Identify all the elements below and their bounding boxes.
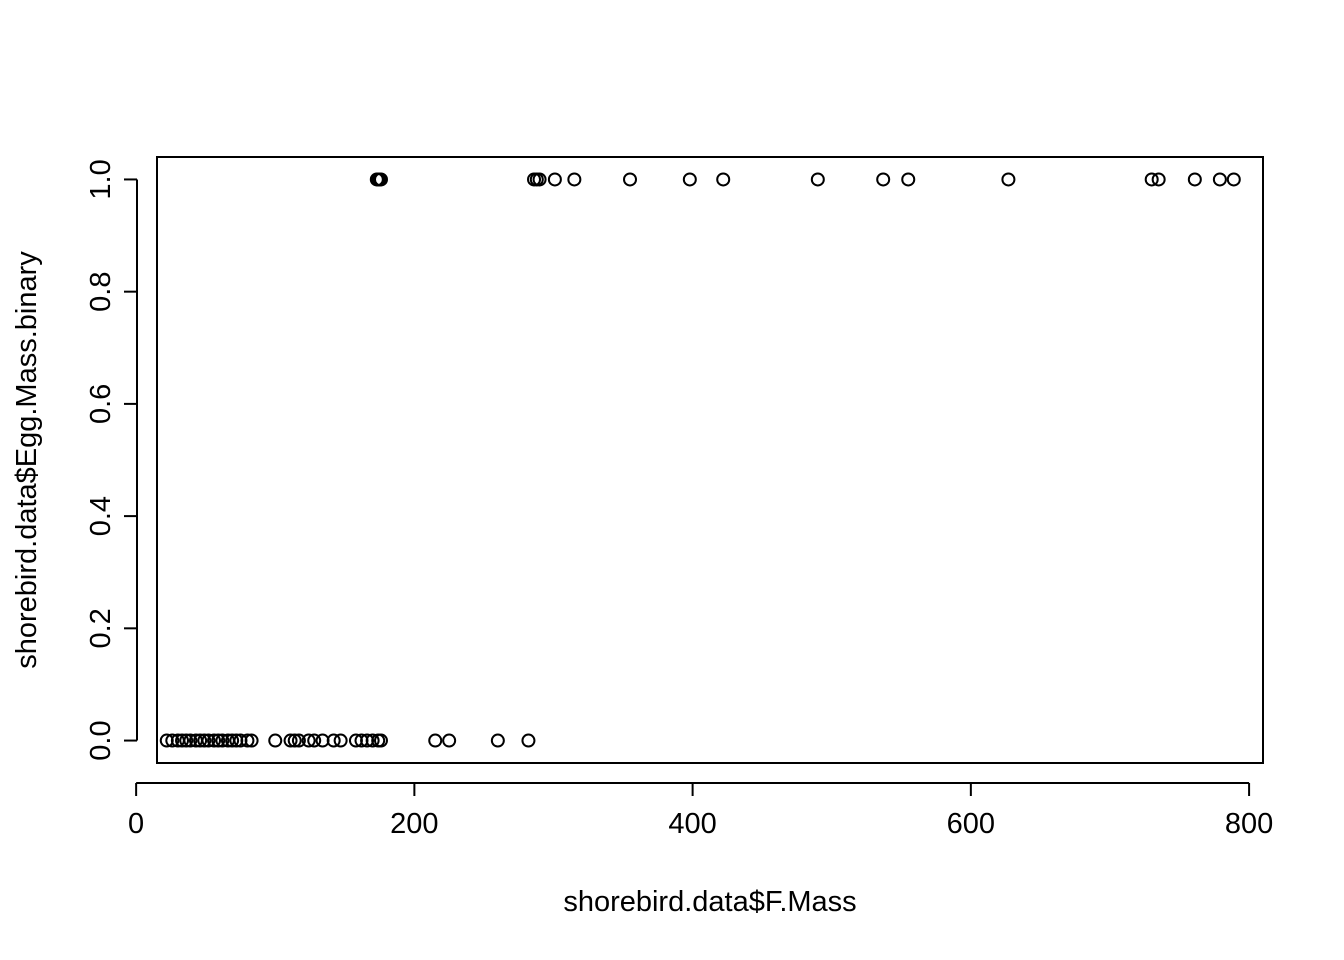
data-point xyxy=(240,733,255,748)
y-axis: 0.0 0.2 0.4 0.6 0.8 1.0 xyxy=(85,159,138,761)
data-point xyxy=(268,733,283,748)
data-point xyxy=(365,733,380,748)
data-point xyxy=(373,172,388,187)
data-point xyxy=(1151,172,1166,187)
data-point xyxy=(373,733,388,748)
data-point xyxy=(283,733,298,748)
data-points xyxy=(159,172,1241,748)
data-point xyxy=(215,733,230,748)
data-point xyxy=(197,733,212,748)
data-point xyxy=(287,733,302,748)
data-point xyxy=(521,733,536,748)
data-point xyxy=(876,172,891,187)
x-tick-label: 200 xyxy=(390,808,438,840)
data-point xyxy=(244,733,259,748)
data-point xyxy=(165,733,180,748)
y-tick-label: 0.8 xyxy=(85,272,117,312)
x-tick-label: 600 xyxy=(947,808,995,840)
data-point xyxy=(901,172,916,187)
data-point xyxy=(1144,172,1159,187)
data-point xyxy=(716,172,731,187)
x-tick-label: 800 xyxy=(1225,808,1273,840)
y-axis-label: shorebird.data$Egg.Mass.binary xyxy=(11,251,43,669)
data-point xyxy=(1212,172,1227,187)
data-point xyxy=(428,733,443,748)
data-point xyxy=(307,733,322,748)
x-tick-label: 0 xyxy=(128,808,144,840)
data-point xyxy=(225,733,240,748)
data-point xyxy=(207,733,222,748)
plot-frame xyxy=(156,156,1264,764)
data-point xyxy=(532,172,547,187)
x-axis-label: shorebird.data$F.Mass xyxy=(563,886,856,918)
x-axis: 0 200 400 600 800 xyxy=(128,782,1273,840)
data-point xyxy=(201,733,216,748)
y-tick-label: 0.2 xyxy=(85,608,117,648)
data-point xyxy=(442,733,457,748)
data-point xyxy=(1187,172,1202,187)
data-point xyxy=(547,172,562,187)
data-point xyxy=(179,733,194,748)
data-point xyxy=(211,733,226,748)
data-point xyxy=(682,172,697,187)
y-tick-label: 0.4 xyxy=(85,496,117,536)
data-point xyxy=(291,733,306,748)
data-point xyxy=(326,733,341,748)
data-point xyxy=(333,733,348,748)
data-point xyxy=(301,733,316,748)
data-point xyxy=(490,733,505,748)
x-tick-label: 400 xyxy=(668,808,716,840)
data-point xyxy=(175,733,190,748)
data-point xyxy=(623,172,638,187)
data-point xyxy=(183,733,198,748)
data-point xyxy=(1226,172,1241,187)
data-point xyxy=(193,733,208,748)
data-point xyxy=(567,172,582,187)
data-point xyxy=(810,172,825,187)
data-point xyxy=(1001,172,1016,187)
y-tick-label: 1.0 xyxy=(85,159,117,199)
y-tick-label: 0.6 xyxy=(85,384,117,424)
y-tick-label: 0.0 xyxy=(85,720,117,760)
